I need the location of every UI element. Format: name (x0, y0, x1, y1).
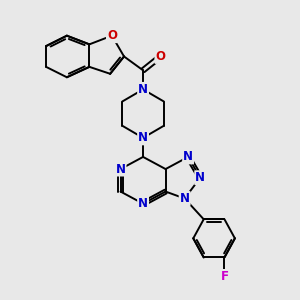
Text: O: O (155, 50, 165, 63)
Text: N: N (195, 171, 205, 184)
Text: N: N (180, 192, 190, 205)
Text: N: N (183, 150, 193, 164)
Text: N: N (138, 131, 148, 144)
Text: N: N (138, 83, 148, 96)
Text: O: O (107, 29, 117, 42)
Text: N: N (116, 163, 126, 176)
Text: F: F (220, 270, 229, 283)
Text: N: N (138, 197, 148, 210)
